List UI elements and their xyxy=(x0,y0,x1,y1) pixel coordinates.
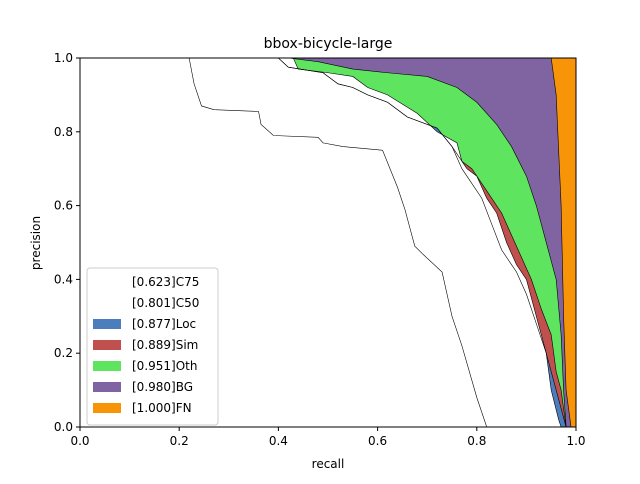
legend-swatch xyxy=(93,340,121,350)
x-tick-label: 1.0 xyxy=(566,434,585,448)
y-tick-label: 0.2 xyxy=(54,346,73,360)
x-tick-label: 0.2 xyxy=(170,434,189,448)
series-outline-0 xyxy=(80,57,488,428)
legend-swatch xyxy=(93,382,121,392)
legend-swatch xyxy=(93,361,121,371)
x-axis-label: recall xyxy=(312,457,345,471)
y-tick-label: 0.6 xyxy=(54,199,73,213)
x-tick-label: 0.8 xyxy=(467,434,486,448)
legend-label: [0.980]BG xyxy=(132,380,193,394)
legend-swatch xyxy=(93,298,121,308)
legend-label: [0.889]Sim xyxy=(132,338,198,352)
legend-swatch xyxy=(93,319,121,329)
series-outline-4 xyxy=(80,57,567,428)
axes-frame xyxy=(79,57,577,428)
legend-swatch xyxy=(93,403,121,413)
chart-title: bbox-bicycle-large xyxy=(264,36,393,52)
series-outline-1 xyxy=(80,57,562,428)
x-tick-label: 0.4 xyxy=(269,434,288,448)
x-tick-label: 0.0 xyxy=(70,434,89,448)
legend: [0.623]C75 [0.801]C50 [0.877]Loc [0.889]Sim… xyxy=(86,267,219,426)
legend-label: [0.801]C50 xyxy=(132,296,199,310)
y-tick-label: 0.0 xyxy=(54,420,73,434)
y-tick-label: 0.4 xyxy=(54,272,73,286)
legend-label: [1.000]FN xyxy=(132,401,192,415)
legend-label: [0.623]C75 xyxy=(132,275,199,289)
x-axis-ticks: 0.0 0.2 0.4 0.6 0.8 1.0 xyxy=(70,427,586,448)
series-outline-3 xyxy=(80,57,567,428)
y-tick-label: 0.8 xyxy=(54,125,73,139)
legend-label: [0.951]Oth xyxy=(132,359,197,373)
y-axis-ticks: 0.0 0.2 0.4 0.6 0.8 1.0 xyxy=(54,51,80,434)
y-tick-label: 1.0 xyxy=(54,51,73,65)
legend-label: [0.877]Loc xyxy=(132,317,196,331)
legend-swatch xyxy=(93,277,121,287)
y-axis-label: precision xyxy=(29,216,43,270)
x-tick-label: 0.6 xyxy=(368,434,387,448)
